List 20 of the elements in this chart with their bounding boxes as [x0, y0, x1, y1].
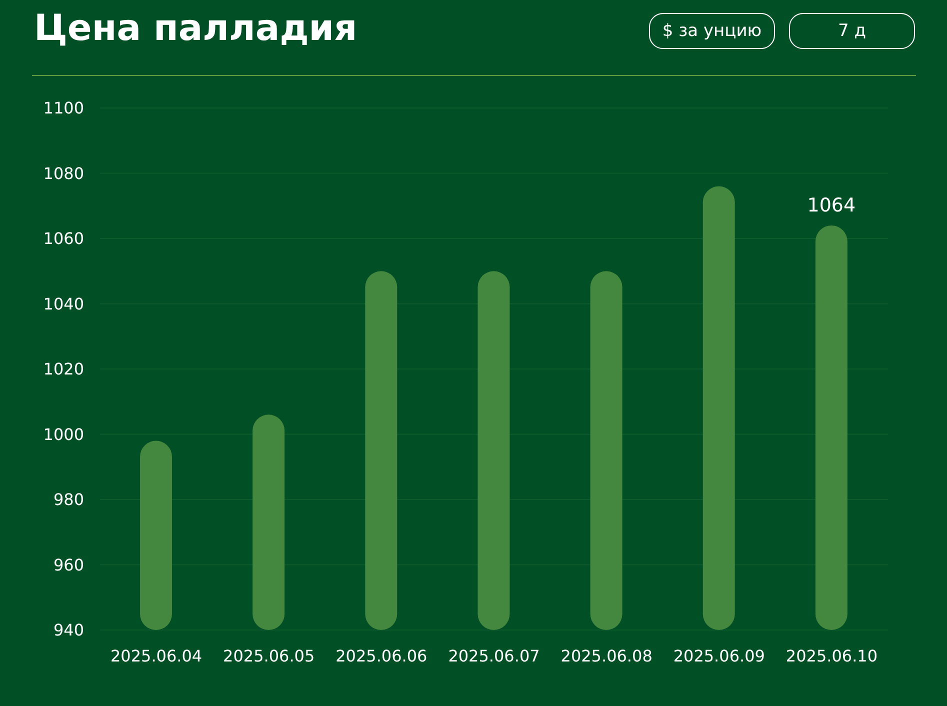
- y-tick-label: 1020: [43, 360, 84, 379]
- chart-title: Цена палладия: [34, 8, 358, 49]
- selector-button: $ за унцию: [649, 13, 775, 49]
- x-tick-label: 2025.06.08: [560, 646, 652, 666]
- x-tick-label: 2025.06.06: [336, 646, 428, 666]
- x-tick-label: 2025.06.04: [110, 646, 202, 666]
- y-tick-label: 1080: [43, 164, 84, 183]
- x-tick-label: 2025.06.07: [448, 646, 540, 666]
- selector-button: 7 д: [789, 13, 915, 49]
- x-tick-label: 2025.06.05: [223, 646, 315, 666]
- y-tick-label: 1100: [43, 98, 84, 118]
- y-tick-label: 1040: [43, 294, 84, 314]
- y-tick-label: 980: [53, 490, 84, 510]
- y-tick-label: 960: [53, 555, 84, 574]
- y-tick-label: 1000: [43, 424, 84, 444]
- y-tick-label: 940: [53, 620, 84, 640]
- y-tick-label: 1060: [43, 229, 84, 248]
- data-label: 1064: [807, 194, 856, 216]
- x-tick-label: 2025.06.10: [786, 646, 878, 666]
- x-tick-label: 2025.06.09: [673, 646, 765, 666]
